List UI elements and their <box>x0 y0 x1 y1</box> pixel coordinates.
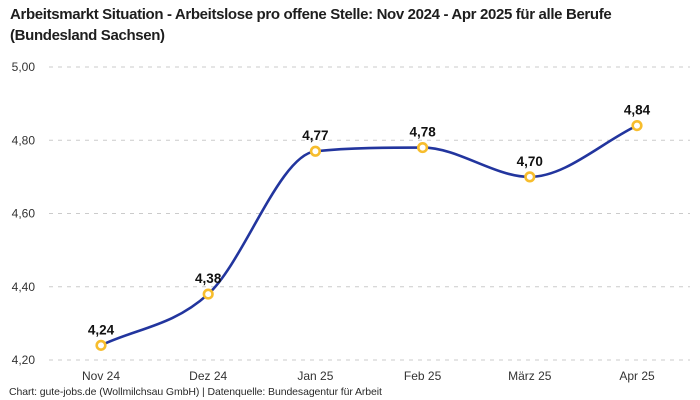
point-value-label: 4,77 <box>302 128 328 143</box>
point-marker <box>524 171 536 183</box>
x-tick-label: Apr 25 <box>619 369 655 383</box>
point-marker <box>202 288 214 300</box>
y-tick-label: 4,40 <box>12 280 36 294</box>
chart-title: Arbeitsmarkt Situation - Arbeitslose pro… <box>10 6 612 44</box>
point-value-label: 4,38 <box>195 271 222 286</box>
point-marker <box>95 339 107 351</box>
x-tick-label: Dez 24 <box>189 369 227 383</box>
y-tick-label: 4,20 <box>12 353 36 367</box>
point-marker <box>309 145 322 157</box>
y-tick-label: 5,00 <box>12 60 36 74</box>
point-value-label: 4,84 <box>624 103 651 118</box>
point-value-label: 4,78 <box>409 125 436 140</box>
x-tick-label: Feb 25 <box>404 369 442 383</box>
y-tick-label: 4,80 <box>12 133 36 147</box>
point-value-label: 4,70 <box>517 154 543 169</box>
line-series <box>99 124 639 347</box>
x-tick-label: März 25 <box>508 369 552 383</box>
x-tick-label: Jan 25 <box>297 369 333 383</box>
chart-footer: Chart: gute-jobs.de (Wollmilchsau GmbH) … <box>9 386 382 398</box>
x-tick-label: Nov 24 <box>82 369 120 383</box>
point-marker <box>417 141 429 154</box>
point-value-label: 4,24 <box>88 322 115 337</box>
y-tick-label: 4,60 <box>12 207 36 221</box>
point-marker <box>631 119 643 132</box>
